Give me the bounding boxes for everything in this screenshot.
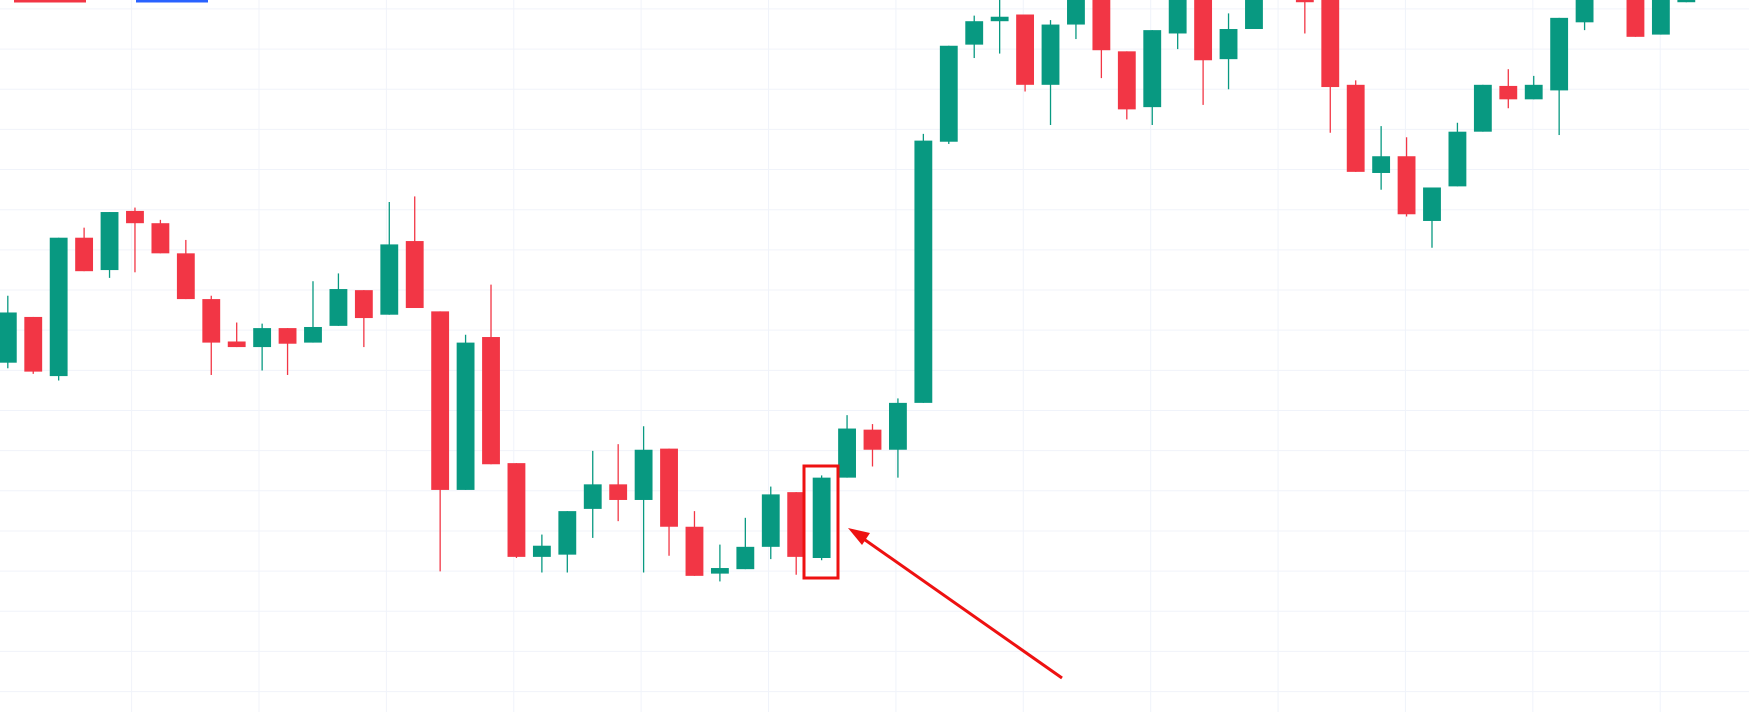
candle-body xyxy=(558,511,577,555)
candle-body xyxy=(227,341,246,348)
candle-body xyxy=(787,492,806,557)
candle-body xyxy=(1067,0,1085,25)
candle-body xyxy=(1473,84,1492,132)
candle-body xyxy=(1575,0,1594,23)
candle-body xyxy=(1321,0,1340,88)
candle-body xyxy=(609,484,628,500)
candle-body xyxy=(634,449,653,500)
candle-body xyxy=(1016,14,1035,85)
candle-body xyxy=(151,223,170,254)
candle-body xyxy=(75,237,94,272)
candle-body xyxy=(1219,29,1238,60)
candle-body xyxy=(354,290,373,319)
candle-body xyxy=(990,16,1009,22)
candle-body xyxy=(660,448,678,527)
candle-body xyxy=(939,45,958,142)
candle-body xyxy=(1626,0,1645,37)
candle-body xyxy=(1677,0,1696,3)
candle-body xyxy=(1194,0,1213,61)
candle-body xyxy=(1550,17,1569,91)
candle-body xyxy=(304,326,322,343)
candle-body xyxy=(278,328,297,344)
candle-body xyxy=(1168,0,1187,34)
candle-body xyxy=(329,289,348,326)
candle-body xyxy=(1499,85,1518,100)
candle-body xyxy=(761,494,780,547)
candle-body xyxy=(24,316,43,372)
candle-body xyxy=(863,429,882,450)
candle-body xyxy=(1397,156,1416,215)
candle-body xyxy=(1041,24,1060,85)
candle-body xyxy=(1117,51,1136,110)
candle-body xyxy=(431,311,450,490)
candle-body xyxy=(685,526,704,576)
candle-body xyxy=(736,546,755,570)
candle-body xyxy=(1524,84,1543,100)
candle-body xyxy=(126,210,144,224)
candle-body xyxy=(838,428,856,478)
highlight-box xyxy=(802,464,840,580)
candle-body xyxy=(202,299,221,343)
candle-body xyxy=(405,241,424,309)
candle-body xyxy=(532,545,551,557)
candle-body xyxy=(965,21,984,45)
candle-body xyxy=(1423,187,1441,221)
candle-body xyxy=(889,402,907,450)
candle-body xyxy=(1245,0,1263,30)
candle-body xyxy=(0,312,17,363)
candle-body xyxy=(914,140,933,403)
candle-body xyxy=(507,463,526,557)
candle-body xyxy=(100,212,119,271)
candle-body xyxy=(456,342,475,490)
candle-body xyxy=(49,237,68,377)
candle-body xyxy=(380,244,399,315)
candle-body xyxy=(482,337,500,465)
candle-body xyxy=(1372,156,1391,173)
candle-body xyxy=(583,484,602,509)
candle-body xyxy=(1092,0,1111,51)
arrow-head xyxy=(848,528,870,545)
candle-body xyxy=(1143,30,1162,108)
candle-body xyxy=(1448,131,1467,187)
candle-body xyxy=(176,253,195,300)
candle-body xyxy=(710,568,729,574)
candle-body xyxy=(812,477,831,558)
candle-body xyxy=(1295,0,1314,3)
candle-body xyxy=(253,328,272,348)
candle-body xyxy=(1651,0,1670,35)
candle-body xyxy=(1346,84,1365,172)
candles xyxy=(0,0,1696,582)
annotation-arrow xyxy=(857,533,1063,680)
